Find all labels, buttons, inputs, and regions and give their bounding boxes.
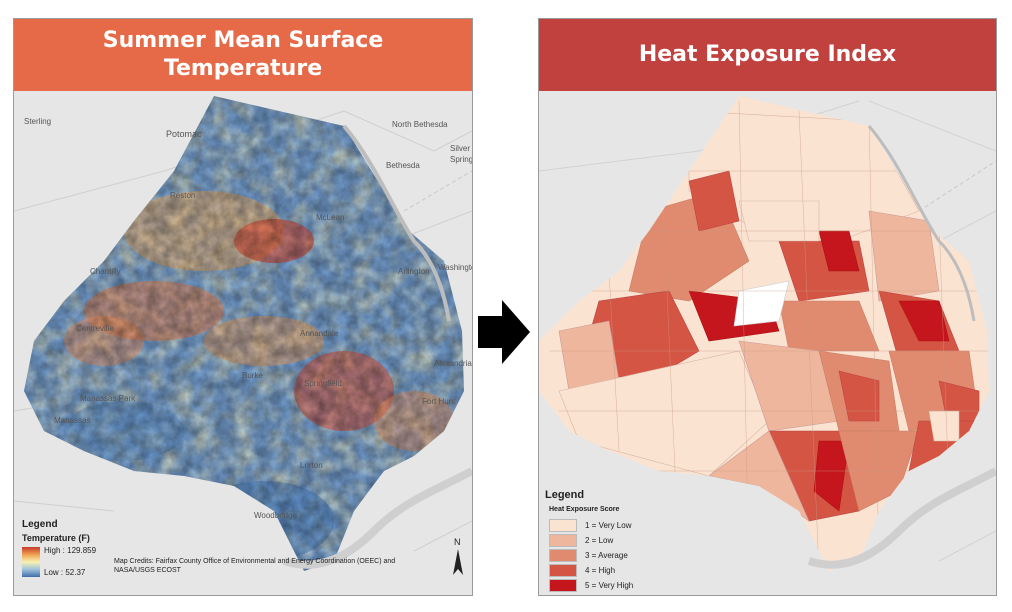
legend-item-label: 1 = Very Low xyxy=(585,521,632,530)
place-label: Alexandria xyxy=(434,359,472,368)
legend-title: Legend xyxy=(545,489,585,501)
place-label: Silver Spring xyxy=(450,144,472,164)
right-arrow-icon xyxy=(478,300,530,364)
heat-exposure-map-panel: Heat Exposure Index xyxy=(538,18,997,596)
place-label: Burke xyxy=(242,371,263,380)
temperature-color-ramp xyxy=(22,547,40,577)
place-label: Chantilly xyxy=(90,267,121,276)
legend-item: 3 = Average xyxy=(549,549,628,562)
legend-swatch xyxy=(549,549,577,562)
legend-subtitle: Heat Exposure Score xyxy=(549,506,620,513)
place-label: Manassas xyxy=(54,416,91,425)
place-label: Potomac xyxy=(166,129,202,139)
heat-exposure-graphic xyxy=(539,96,996,571)
temperature-legend: Legend Temperature (F) High : 129.859 Lo… xyxy=(22,519,467,587)
north-label: N xyxy=(454,537,461,547)
place-label: Centreville xyxy=(76,324,114,333)
legend-item-label: 5 = Very High xyxy=(585,581,634,590)
place-label: Manassas Park xyxy=(80,394,136,403)
place-label: McLean xyxy=(316,213,345,222)
legend-high-label: High : 129.859 xyxy=(44,546,97,555)
temperature-map-panel: Summer Mean Surface Temperature xyxy=(13,18,473,596)
legend-item: 2 = Low xyxy=(549,534,613,547)
legend-low-label: Low : 52.37 xyxy=(44,568,86,577)
place-label: Lorton xyxy=(300,461,323,470)
temperature-map-graphic xyxy=(14,96,472,571)
heat-exposure-map[interactable]: Legend Heat Exposure Score 1 = Very Low … xyxy=(539,91,996,595)
place-label: Fort Hunt xyxy=(422,397,456,406)
legend-swatch xyxy=(549,579,577,592)
place-label: Bethesda xyxy=(386,161,420,170)
heat-exposure-map-title: Heat Exposure Index xyxy=(539,19,996,91)
map-credits: Map Credits: Fairfax County Office of En… xyxy=(114,558,396,574)
temperature-map-title: Summer Mean Surface Temperature xyxy=(14,19,472,91)
heat-exposure-legend: Legend Heat Exposure Score 1 = Very Low … xyxy=(543,489,663,595)
north-arrow: N xyxy=(450,537,466,577)
legend-item: 4 = High xyxy=(549,564,615,577)
temperature-map[interactable]: Sterling Potomac North Bethesda Bethesda… xyxy=(14,91,472,595)
place-label: North Bethesda xyxy=(392,120,448,129)
legend-swatch xyxy=(549,564,577,577)
place-label: Washington xyxy=(438,263,472,272)
legend-swatch xyxy=(549,534,577,547)
place-label: Sterling xyxy=(24,117,52,126)
legend-title: Legend xyxy=(22,519,58,530)
legend-item-label: 2 = Low xyxy=(585,536,614,545)
legend-subtitle: Temperature (F) xyxy=(22,533,90,543)
place-label: Annandale xyxy=(300,329,339,338)
place-label: Arlington xyxy=(398,267,430,276)
legend-item: 5 = Very High xyxy=(549,579,633,592)
legend-item-label: 4 = High xyxy=(585,566,616,575)
place-label: Woodbridge xyxy=(254,511,297,520)
place-label: Springfield xyxy=(304,379,342,388)
legend-swatch xyxy=(549,519,577,532)
legend-item: 1 = Very Low xyxy=(549,519,631,532)
place-label: Reston xyxy=(170,191,196,200)
legend-item-label: 3 = Average xyxy=(585,551,628,560)
north-arrow-icon xyxy=(453,549,463,575)
